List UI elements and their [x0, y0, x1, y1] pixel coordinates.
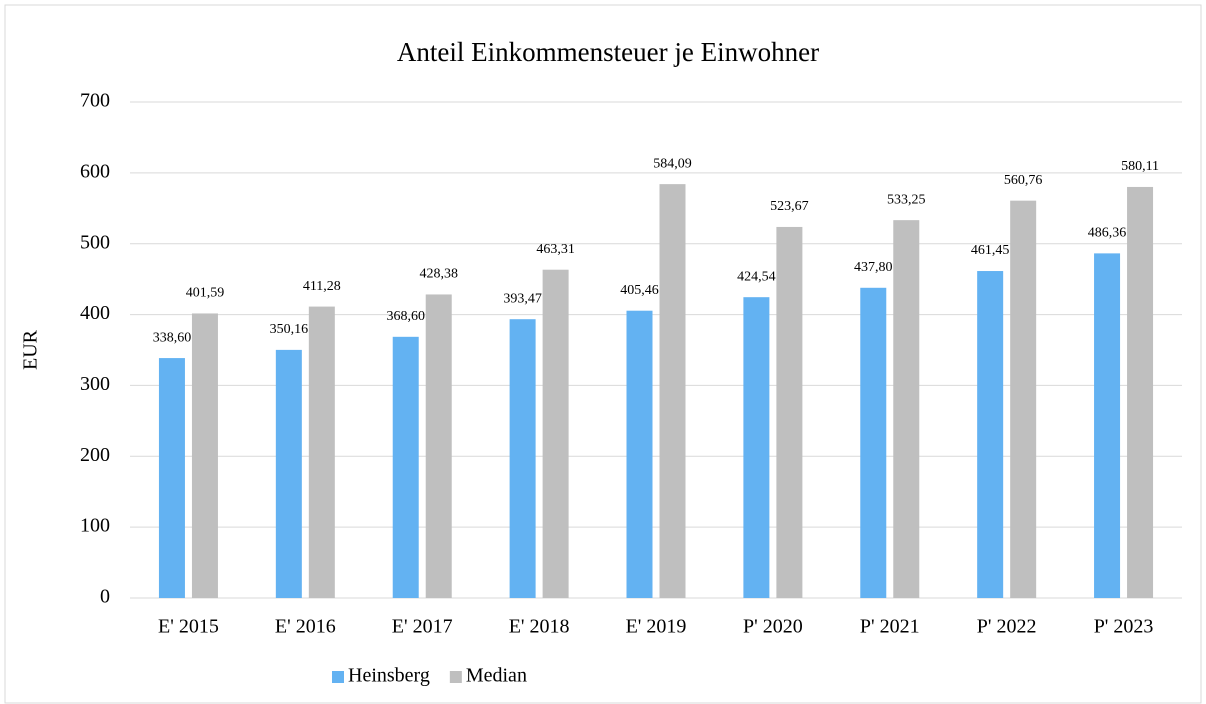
data-label: 411,28: [303, 279, 341, 294]
y-tick-label: 0: [100, 586, 110, 608]
x-tick-label: E' 2018: [509, 616, 570, 638]
x-tick-label: E' 2016: [275, 616, 336, 638]
x-tick-label: E' 2017: [392, 616, 453, 638]
bar: [425, 294, 452, 598]
legend-swatch: [332, 671, 344, 683]
bar: [626, 310, 653, 598]
data-label: 424,54: [737, 269, 776, 284]
data-label: 560,76: [1004, 173, 1043, 188]
y-tick-label: 700: [80, 90, 110, 112]
data-label: 463,31: [536, 242, 575, 257]
bar: [392, 336, 419, 598]
bar: [1010, 200, 1037, 598]
y-tick-label: 400: [80, 302, 110, 324]
data-label: 428,38: [419, 267, 458, 282]
bar: [776, 226, 803, 599]
y-tick-label: 100: [80, 515, 110, 537]
data-label: 523,67: [770, 199, 809, 214]
data-label: 338,60: [153, 330, 192, 345]
bar: [659, 184, 686, 599]
data-label: 393,47: [503, 291, 542, 306]
bar: [542, 269, 569, 598]
x-tick-label: P' 2021: [860, 616, 920, 638]
data-label: 437,80: [854, 260, 893, 275]
x-tick-label: P' 2022: [977, 616, 1037, 638]
bar: [977, 271, 1004, 598]
legend-label: Heinsberg: [348, 665, 430, 687]
data-label: 368,60: [386, 309, 425, 324]
x-tick-label: E' 2015: [158, 616, 219, 638]
bar: [308, 306, 335, 598]
y-tick-label: 200: [80, 444, 110, 466]
data-label: 584,09: [653, 156, 692, 171]
bar: [743, 297, 770, 598]
data-label: 461,45: [971, 243, 1010, 258]
data-label: 533,25: [887, 192, 926, 207]
legend-label: Median: [466, 665, 527, 687]
data-label: 401,59: [186, 286, 225, 301]
y-tick-label: 300: [80, 373, 110, 395]
bar: [1094, 253, 1121, 598]
x-tick-label: P' 2020: [743, 616, 803, 638]
x-tick-label: P' 2023: [1094, 616, 1154, 638]
y-axis-label: EUR: [20, 329, 42, 370]
legend-swatch: [449, 671, 462, 683]
data-label: 580,11: [1121, 159, 1159, 174]
data-label: 486,36: [1088, 226, 1127, 241]
data-label: 405,46: [620, 283, 659, 298]
bar: [860, 287, 887, 598]
y-tick-label: 600: [80, 160, 110, 182]
x-tick-label: E' 2019: [626, 616, 687, 638]
bar: [893, 220, 920, 598]
bar: [158, 358, 185, 598]
bar: [509, 319, 536, 598]
bar: [191, 313, 218, 598]
bar: [1127, 186, 1154, 598]
chart-title: Anteil Einkommensteuer je Einwohner: [397, 37, 819, 67]
y-tick-label: 500: [80, 231, 110, 253]
data-label: 350,16: [270, 322, 309, 337]
bar: [275, 349, 302, 598]
